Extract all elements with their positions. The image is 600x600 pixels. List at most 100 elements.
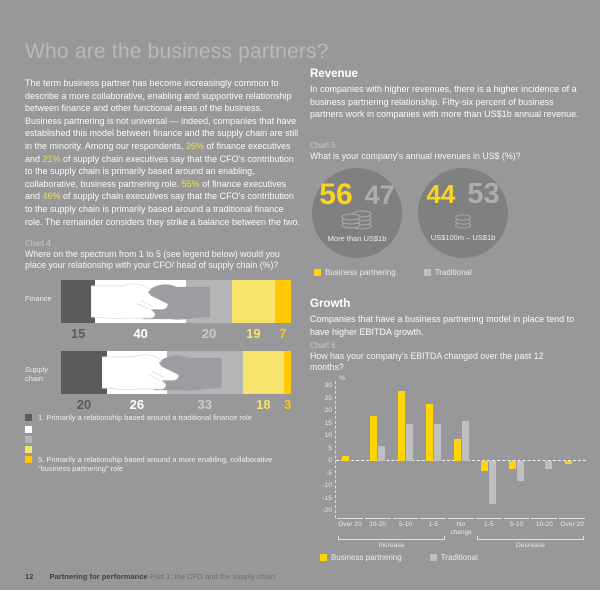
y-tick-label: 25: [324, 394, 332, 402]
chart4-stacked-bar: [61, 351, 291, 394]
legend-label: Business partnering: [331, 553, 402, 562]
chart6-bar-business-partnering: [370, 416, 378, 461]
legend-item: [25, 435, 301, 443]
coins-icon-wrap: [312, 206, 402, 230]
chart6-bar-business-partnering: [509, 461, 517, 469]
highlight-stat: 21%: [42, 153, 61, 164]
chart6-bar-business-partnering: [425, 403, 433, 461]
legend-swatch: [25, 445, 32, 453]
x-category-label: Over 20: [559, 518, 586, 537]
y-tick-label: 15: [324, 419, 332, 427]
chart5-legend: Business partnering Traditional: [314, 268, 472, 277]
chart4-value: 26: [129, 397, 145, 412]
chart4-values: 20 26 33 18 3: [61, 397, 292, 412]
legend-item: 5. Primarily a relationship based around…: [25, 454, 301, 474]
chart5-circle-label: US$100m – US$1b: [430, 233, 496, 242]
chart6-bar-traditional: [489, 461, 497, 504]
chart5-values: 56 47: [312, 168, 402, 210]
x-category-label: 1-5: [475, 518, 502, 537]
chart4-stacked-bar: [61, 280, 291, 323]
chart4-label: Chart 4: [25, 239, 51, 248]
revenue-heading: Revenue: [310, 68, 358, 80]
intro-text: of supply chain executives say that the …: [25, 153, 294, 189]
x-category-label: 1-5: [420, 518, 447, 537]
legend-swatch: [320, 554, 327, 561]
legend-label: Business partnering: [325, 268, 396, 277]
chart4-legend: 1. Primarily a relationship based around…: [25, 413, 301, 477]
chart4-segment: [284, 351, 291, 394]
x-category-row: Over 20 10-20 5-10 1-5 No change 1-5 5-10 10-20…: [336, 518, 586, 537]
y-axis-unit-label: %: [339, 375, 346, 382]
chart6-bar-business-partnering: [481, 461, 489, 471]
handshake-icon: [90, 283, 211, 320]
x-category-label: 10-20: [364, 518, 391, 537]
chart6-bar-traditional: [461, 421, 469, 461]
chart4-bar-wrap: 15 40 20 19 7: [61, 280, 291, 341]
chart4-value: 40: [133, 326, 148, 341]
x-category-label: 10-20: [531, 518, 558, 537]
legend-label: Traditional: [434, 268, 472, 277]
intro-paragraph: The term business partner has become inc…: [25, 77, 301, 228]
legend-item: [25, 445, 301, 453]
chart4-value: 7: [279, 326, 287, 341]
chart5-circle: 44 53 US$100m – US$1b: [418, 168, 508, 258]
page-title: Who are the business partners?: [25, 40, 329, 64]
intro-text: of finance executives and: [25, 178, 287, 202]
chart4-segment: [61, 351, 107, 394]
chart6-bar-business-partnering: [397, 391, 405, 461]
footer-report-title: Partnering for performance: [49, 572, 148, 581]
chart4-value: 19: [246, 326, 261, 341]
legend-label: Traditional: [440, 553, 478, 562]
legend-item: Business partnering: [320, 553, 402, 562]
chart6-bar-traditional: [433, 423, 441, 461]
chart5-values: 44 53: [418, 168, 508, 209]
x-category-label: Over 20: [337, 518, 363, 537]
chart4-segment: [242, 351, 285, 394]
legend-swatch: [25, 435, 32, 443]
x-group-bracket: [476, 536, 584, 540]
chart6-label: Chart 6: [310, 341, 336, 350]
legend-swatch: [25, 425, 32, 433]
chart4-segment: [275, 280, 291, 323]
traditional-value: 53: [467, 178, 500, 210]
zero-line: [336, 460, 586, 461]
chart6-bar-traditional: [378, 446, 386, 461]
page-footer: 12 Partnering for performance Part 1: the…: [25, 572, 275, 581]
handshake-illustration: [102, 351, 222, 394]
growth-heading: Growth: [310, 298, 351, 310]
page-number: 12: [25, 572, 34, 581]
highlight-stat: 55%: [181, 178, 200, 189]
x-group-label: Increase: [378, 542, 405, 549]
chart4-values: 15 40 20 19 7: [61, 326, 291, 341]
chart4-segment: [61, 280, 96, 323]
chart6-bar-business-partnering: [453, 438, 461, 461]
y-tick-label: -20: [322, 507, 332, 514]
x-category-label: 5-10: [392, 518, 419, 537]
chart4-row: Finance 15 40 20 19 7: [25, 280, 291, 341]
legend-label: 5. Primarily a relationship based around…: [38, 454, 273, 474]
y-tick-label: -10: [322, 482, 332, 489]
chart5-question: What is your company's annual revenues i…: [310, 151, 521, 161]
chart4-row-label: Supply chain: [25, 365, 48, 384]
legend-swatch: [25, 414, 32, 421]
chart4-value: 20: [201, 326, 217, 341]
highlight-stat: 46%: [42, 191, 61, 202]
chart4-value: 20: [76, 397, 92, 412]
y-tick-label: 30: [324, 382, 332, 389]
legend-swatch: [423, 269, 431, 276]
footer-report-subtitle: Part 1: the CFO and the supply chain: [149, 572, 275, 581]
traditional-value: 47: [364, 180, 395, 210]
y-tick-label: -15: [322, 494, 332, 502]
chart6-bar-traditional: [405, 423, 413, 461]
legend-item: Traditional: [423, 268, 472, 277]
x-category-label: No change: [448, 518, 474, 537]
x-group-label: Decrease: [515, 542, 545, 549]
business-partnering-value: 44: [426, 179, 456, 209]
chart6-bar-business-partnering: [342, 456, 350, 461]
y-tick-label: 5: [328, 444, 332, 452]
chart6-bar-business-partnering: [564, 461, 572, 464]
chart4-value: 33: [197, 397, 212, 412]
chart5-label: Chart 5: [310, 141, 336, 150]
chart5-circle-label: More than US$1b: [327, 234, 387, 243]
y-tick-label: 10: [324, 432, 332, 439]
